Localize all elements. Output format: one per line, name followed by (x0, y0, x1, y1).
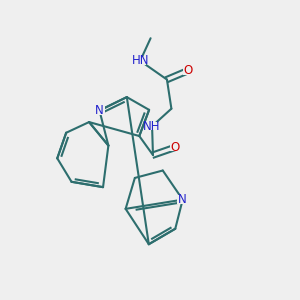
Text: NH: NH (143, 120, 161, 133)
Bar (177, 196, 188, 204)
Text: HN: HN (131, 54, 149, 67)
Text: N: N (95, 104, 104, 117)
Bar (135, 57, 146, 65)
Text: O: O (183, 64, 193, 77)
Text: O: O (171, 141, 180, 154)
Bar (94, 106, 105, 115)
Bar (147, 122, 158, 130)
Text: N: N (178, 193, 187, 206)
Bar (170, 143, 181, 152)
Bar (183, 67, 194, 75)
